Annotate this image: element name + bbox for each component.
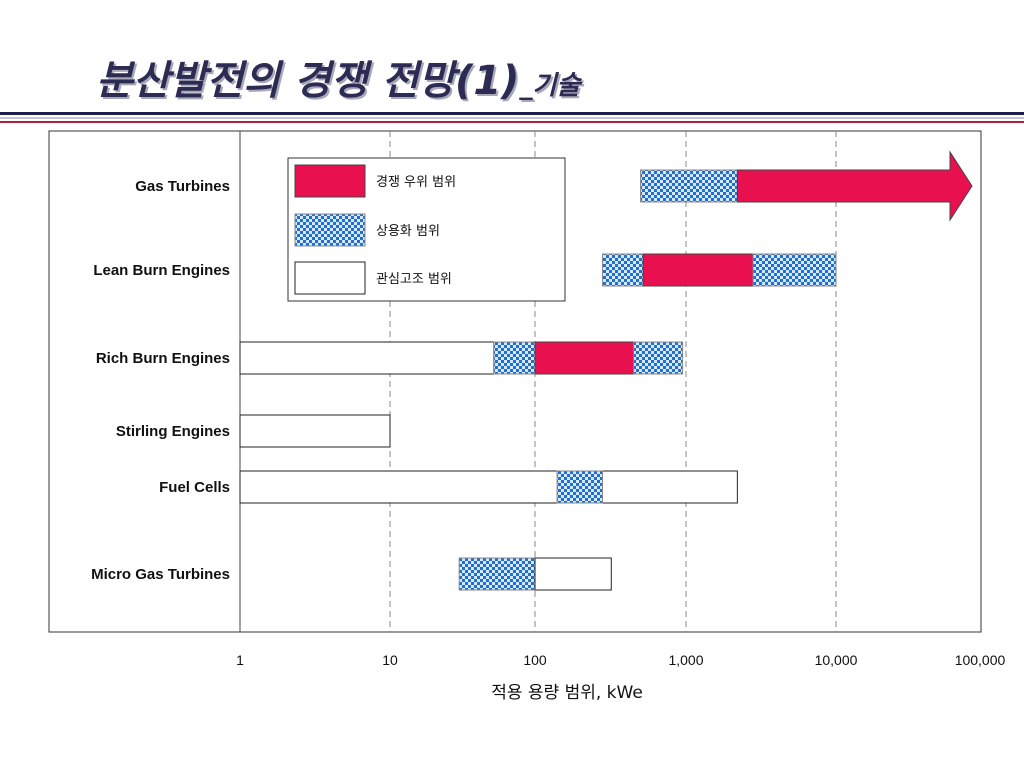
category-label: Rich Burn Engines <box>96 350 230 367</box>
range-segment <box>642 253 754 287</box>
x-tick-label: 10,000 <box>815 652 858 668</box>
title-rule-red <box>0 121 1024 123</box>
x-tick-labels: 1 10 100 1,000 10,000 100,000 <box>236 652 1005 668</box>
category-label: Stirling Engines <box>116 423 230 440</box>
page-title: 분산발전의 경쟁 전망(1)_기술 <box>96 48 580 106</box>
range-segment <box>534 341 635 375</box>
title-rule-dark <box>0 112 1024 115</box>
title-rule-light <box>0 117 1024 119</box>
legend-swatch <box>294 213 366 247</box>
x-tick-label: 100 <box>523 652 547 668</box>
x-tick-label: 10 <box>382 652 398 668</box>
x-axis-label: 적용 용량 범위, kWe <box>491 683 643 703</box>
range-segment <box>556 470 604 504</box>
legend-swatch <box>294 164 366 198</box>
category-label: Lean Burn Engines <box>93 262 230 279</box>
category-label: Micro Gas Turbines <box>91 566 230 583</box>
range-segment <box>493 341 536 375</box>
range-bars <box>239 150 973 591</box>
x-tick-label: 100,000 <box>955 652 1006 668</box>
title-subtitle: _기술 <box>519 71 581 101</box>
range-segment <box>239 341 495 375</box>
legend-label: 관심고조 범위 <box>376 272 452 287</box>
x-tick-label: 1,000 <box>668 652 703 668</box>
category-label: Fuel Cells <box>159 479 230 496</box>
range-segment <box>458 557 536 591</box>
legend-label: 경쟁 우위 범위 <box>376 175 456 190</box>
range-segment-arrow <box>736 150 973 222</box>
category-label: Gas Turbines <box>135 178 230 195</box>
range-segment <box>640 169 738 203</box>
legend-swatch <box>294 261 366 295</box>
range-segment <box>633 341 684 375</box>
range-segment <box>752 253 837 287</box>
legend-label: 상용화 범위 <box>376 224 440 239</box>
range-segment <box>534 557 612 591</box>
title-text: 분산발전의 경쟁 전망(1) <box>96 58 520 104</box>
x-tick-label: 1 <box>236 652 244 668</box>
range-segment <box>239 414 391 448</box>
category-labels: Gas Turbines Lean Burn Engines Rich Burn E… <box>91 178 230 583</box>
range-segment <box>602 253 644 287</box>
range-segment <box>239 470 738 504</box>
